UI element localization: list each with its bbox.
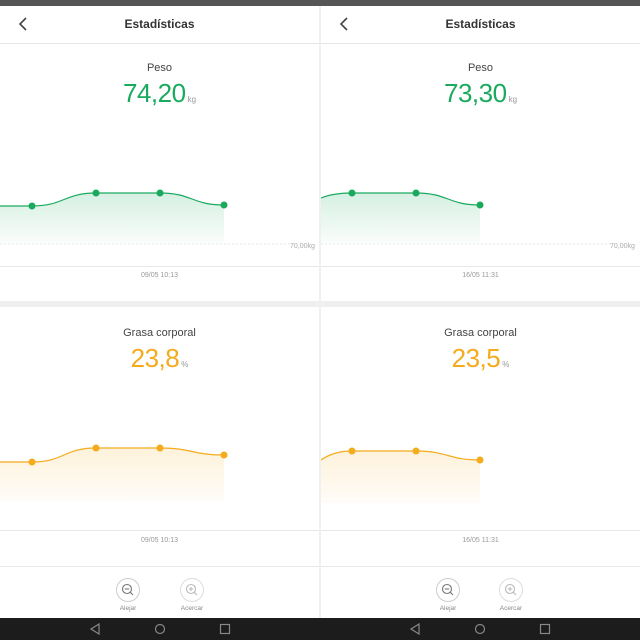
page-title: Estadísticas [445, 17, 516, 31]
fat-number: 23,8 [130, 343, 180, 373]
fat-point[interactable] [348, 447, 356, 455]
fat-value: 23,5% [321, 343, 640, 374]
zoom-out-button[interactable]: Alejar [108, 578, 148, 612]
zoom-in-label: Acercar [180, 605, 204, 612]
divider [0, 566, 319, 567]
weight-point[interactable] [412, 189, 420, 197]
divider [321, 530, 640, 531]
divider [321, 566, 640, 567]
weight-value: 74,20 kg [0, 78, 319, 109]
zoom-in-button[interactable]: Acercar [491, 578, 531, 612]
fat-area [321, 451, 480, 503]
fat-number: 23,5 [451, 343, 501, 373]
weight-label: Peso [467, 62, 494, 74]
fat-unit: % [181, 360, 189, 369]
weight-label: Peso [146, 62, 173, 74]
fat-label: Grasa corporal [444, 327, 517, 339]
zoom-out-label: Alejar [439, 605, 457, 612]
weight-unit: kg [508, 95, 518, 104]
weight-point[interactable] [476, 201, 484, 209]
section-gap [321, 301, 640, 307]
back-triangle-icon[interactable] [88, 623, 102, 635]
fat-chart [0, 444, 228, 501]
weight-area [0, 193, 224, 244]
back-triangle-icon[interactable] [408, 623, 422, 635]
weight-point[interactable] [156, 189, 164, 197]
fat-date: 16/05 11:31 [462, 537, 499, 544]
system-nav-bar [0, 618, 640, 640]
stats-screen-right: Estadísticas Peso 73,30 kg 70,00kg 16/05 … [321, 6, 640, 618]
weight-value: 73,30 kg [321, 78, 640, 109]
fat-point[interactable] [28, 458, 36, 466]
status-bar [0, 0, 640, 6]
weight-axis-label: 70,00kg [610, 243, 635, 250]
weight-unit: kg [187, 95, 197, 104]
stats-screen-left: Estadísticas Peso 74,20 kg 70,00kg 09/05 … [0, 6, 319, 618]
chevron-left-icon[interactable] [14, 14, 34, 34]
zoom-in-label: Acercar [499, 605, 523, 612]
app-header: Estadísticas [321, 6, 640, 44]
fat-area [0, 448, 224, 501]
fat-value: 23,8% [0, 343, 319, 374]
weight-area [321, 193, 480, 244]
fat-chart [321, 447, 484, 503]
app-header: Estadísticas [0, 6, 319, 44]
zoom-out-icon [436, 578, 460, 602]
fat-label: Grasa corporal [123, 327, 196, 339]
zoom-in-button[interactable]: Acercar [172, 578, 212, 612]
weight-point[interactable] [28, 202, 36, 210]
fat-point[interactable] [156, 444, 164, 452]
weight-date: 09/05 10:13 [141, 272, 178, 279]
weight-point[interactable] [92, 189, 100, 197]
weight-number: 74,20 [122, 78, 186, 108]
home-circle-icon[interactable] [473, 623, 487, 635]
weight-chart [0, 189, 290, 245]
fat-point[interactable] [92, 444, 100, 452]
zoom-out-label: Alejar [119, 605, 137, 612]
divider [0, 530, 319, 531]
fat-point[interactable] [220, 451, 228, 459]
fat-point[interactable] [412, 447, 420, 455]
page-title: Estadísticas [124, 17, 195, 31]
zoom-in-icon [180, 578, 204, 602]
weight-point[interactable] [348, 189, 356, 197]
divider [0, 266, 319, 267]
weight-point[interactable] [220, 201, 228, 209]
divider [321, 266, 640, 267]
fat-point[interactable] [476, 456, 484, 464]
home-circle-icon[interactable] [153, 623, 167, 635]
zoom-out-icon [116, 578, 140, 602]
zoom-in-icon [499, 578, 523, 602]
section-gap [0, 301, 319, 307]
weight-axis-label: 70,00kg [290, 243, 315, 250]
weight-date: 16/05 11:31 [462, 272, 499, 279]
fat-date: 09/05 10:13 [141, 537, 178, 544]
fat-unit: % [502, 360, 510, 369]
zoom-out-button[interactable]: Alejar [428, 578, 468, 612]
chevron-left-icon[interactable] [335, 14, 355, 34]
weight-chart [321, 189, 611, 245]
weight-number: 73,30 [443, 78, 507, 108]
recents-square-icon[interactable] [218, 623, 232, 635]
recents-square-icon[interactable] [538, 623, 552, 635]
